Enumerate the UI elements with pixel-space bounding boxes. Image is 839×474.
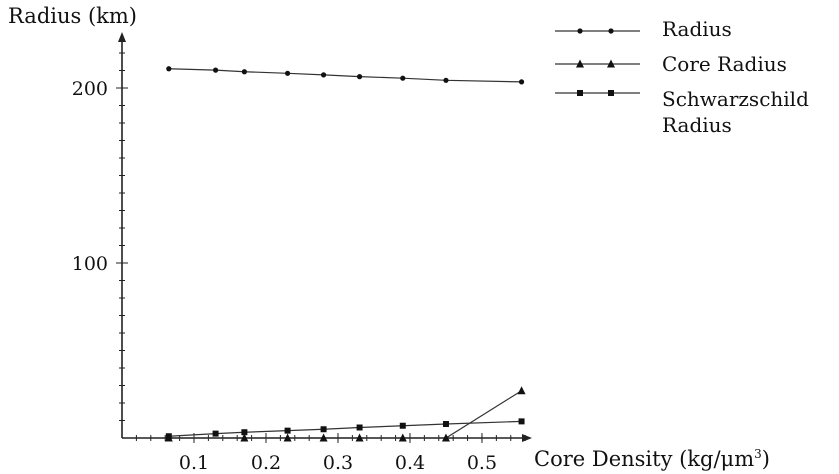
legend-item-radius [555,28,640,34]
x-tick-label: 0.3 [323,452,353,474]
series-core-radius [164,386,526,442]
x-tick-label: 0.4 [395,452,425,474]
series-schwarzschild-radius [165,418,525,440]
x-tick-label: 0.1 [179,452,209,474]
data-point-radius [320,72,327,78]
data-point-core-radius [355,433,364,442]
data-point-schwarzschild-radius [165,433,172,440]
series-line-core-radius [168,390,522,439]
legend-label-schwarzschild-radius: Schwarzschild Radius [662,86,809,138]
series-line-schwarzschild-radius [168,420,522,437]
data-point-schwarzschild-radius [320,426,327,433]
data-point-radius [166,66,172,72]
legend-swatch-marker [608,90,614,96]
data-point-core-radius [398,433,407,442]
data-point-schwarzschild-radius [212,430,219,437]
data-point-radius [356,74,363,80]
data-point-radius [400,75,406,81]
x-axis-label: Core Density (kg/μm3) [534,447,770,471]
y-tick-label: 100 [72,253,108,275]
data-point-radius [212,67,219,73]
series-radius [166,66,525,85]
legend-swatch-marker [608,28,614,34]
legend-label-schwarzschild-line1: Schwarzschild [662,87,809,111]
axes [118,32,532,442]
legend-swatch-marker [577,28,583,34]
x-axis-label-close: ) [761,447,770,471]
ticks: 100 200 0.1 0.2 0.3 0.4 0.5 [72,52,526,474]
data-point-core-radius [283,433,292,442]
data-point-core-radius [319,433,328,442]
data-point-core-radius [240,433,249,442]
y-axis-arrow [118,32,126,42]
legend-swatch-marker [607,59,615,68]
legend-label-radius: Radius [662,17,732,41]
legend-swatch-marker [576,59,584,68]
legend-label-schwarzschild-line2: Radius [662,113,732,137]
data-point-schwarzschild-radius [518,418,525,425]
data-point-radius [443,77,449,83]
y-axis-label: Radius (km) [8,4,137,28]
data-point-radius [241,69,247,75]
data-point-core-radius [441,433,450,442]
legend-swatch-marker [577,90,583,96]
data-point-schwarzschild-radius [241,429,248,436]
legend [555,28,640,96]
x-tick-label: 0.5 [467,452,497,474]
legend-label-core-radius: Core Radius [662,52,787,76]
x-tick-label: 0.2 [251,452,281,474]
series-line-radius [168,68,522,83]
legend-item-schwarzschild-radius [555,90,640,96]
data-point-schwarzschild-radius [284,427,291,434]
data-point-radius [284,70,291,76]
series-layer [164,66,526,442]
x-axis-label-text: Core Density (kg/μm [534,447,755,471]
data-point-schwarzschild-radius [442,421,449,427]
legend-item-core-radius [555,59,640,68]
y-tick-label: 200 [72,78,108,100]
x-axis-label-superscript: 3 [754,447,762,461]
data-point-core-radius [517,386,526,395]
data-point-radius [518,79,525,85]
data-point-schwarzschild-radius [399,422,406,429]
data-point-schwarzschild-radius [356,424,363,431]
x-axis-arrow [522,434,532,442]
